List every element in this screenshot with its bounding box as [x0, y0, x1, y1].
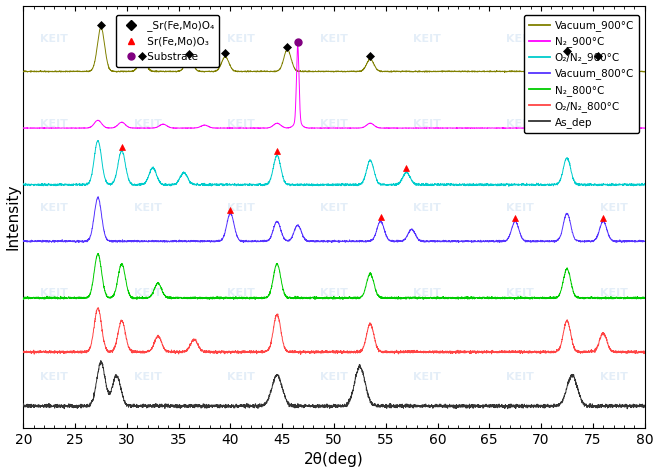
Text: KEIT: KEIT — [227, 203, 255, 213]
Legend: Vacuum_900°C, N₂_900°C, O₂/N₂_900°C, Vacuum_800°C, N₂_800°C, O₂/N₂_800°C, As_dep: Vacuum_900°C, N₂_900°C, O₂/N₂_900°C, Vac… — [524, 15, 639, 133]
Text: KEIT: KEIT — [600, 288, 627, 298]
Text: KEIT: KEIT — [600, 372, 627, 382]
Text: KEIT: KEIT — [134, 35, 161, 44]
Text: KEIT: KEIT — [134, 203, 161, 213]
Text: KEIT: KEIT — [413, 288, 441, 298]
Text: KEIT: KEIT — [600, 203, 627, 213]
Y-axis label: Intensity: Intensity — [5, 184, 20, 250]
Text: KEIT: KEIT — [506, 288, 534, 298]
X-axis label: 2θ(deg): 2θ(deg) — [304, 453, 364, 467]
Text: KEIT: KEIT — [320, 35, 348, 44]
Text: KEIT: KEIT — [227, 119, 255, 129]
Text: KEIT: KEIT — [227, 372, 255, 382]
Text: KEIT: KEIT — [600, 35, 627, 44]
Text: KEIT: KEIT — [320, 372, 348, 382]
Text: KEIT: KEIT — [320, 288, 348, 298]
Text: KEIT: KEIT — [40, 203, 69, 213]
Text: KEIT: KEIT — [600, 119, 627, 129]
Text: KEIT: KEIT — [40, 35, 69, 44]
Text: KEIT: KEIT — [227, 35, 255, 44]
Text: KEIT: KEIT — [134, 372, 161, 382]
Text: KEIT: KEIT — [506, 203, 534, 213]
Text: KEIT: KEIT — [506, 119, 534, 129]
Text: KEIT: KEIT — [413, 203, 441, 213]
Text: KEIT: KEIT — [134, 288, 161, 298]
Text: KEIT: KEIT — [506, 372, 534, 382]
Text: KEIT: KEIT — [40, 372, 69, 382]
Text: KEIT: KEIT — [134, 119, 161, 129]
Text: KEIT: KEIT — [413, 35, 441, 44]
Text: KEIT: KEIT — [320, 119, 348, 129]
Text: KEIT: KEIT — [413, 372, 441, 382]
Text: KEIT: KEIT — [40, 119, 69, 129]
Text: KEIT: KEIT — [227, 288, 255, 298]
Text: KEIT: KEIT — [40, 288, 69, 298]
Text: KEIT: KEIT — [320, 203, 348, 213]
Text: KEIT: KEIT — [506, 35, 534, 44]
Text: KEIT: KEIT — [413, 119, 441, 129]
